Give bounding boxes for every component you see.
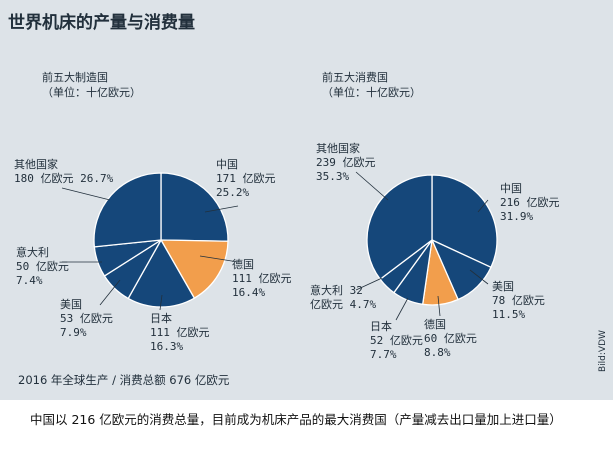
image-credit: Bild:VDW — [598, 330, 608, 372]
production-other-percent: 26.7% — [80, 172, 114, 185]
consumption-slice-0 — [431, 174, 498, 269]
consumption-japan-name: 日本 — [370, 320, 392, 333]
production-usa-name: 美国 — [60, 298, 82, 311]
consumption-china-value: 216 亿欧元 — [500, 196, 560, 209]
leader-line-6 — [355, 171, 389, 201]
consumption-usa-value: 78 亿欧元 — [492, 294, 545, 307]
consumption-usa-percent: 11.5% — [492, 308, 526, 321]
consumption-slice-5 — [366, 174, 433, 281]
leader-line-11 — [355, 277, 383, 291]
production-label-china: 中国 171 亿欧元 25.2% — [216, 158, 276, 200]
leader-line-0 — [61, 187, 111, 201]
consumption-japan-value: 52 亿欧元 — [370, 334, 423, 347]
production-label-japan: 日本 111 亿欧元 16.3% — [150, 312, 210, 354]
leader-line-5 — [159, 294, 163, 311]
figure-title: 世界机床的产量与消费量 — [8, 13, 195, 33]
production-germany-name: 德国 — [232, 258, 254, 271]
consumption-label-italy: 意大利 32 亿欧元 4.7% — [310, 284, 376, 312]
consumption-other-value: 239 亿欧元 — [316, 156, 376, 169]
leader-line-1 — [204, 205, 239, 213]
consumption-italy-value: 32 — [349, 284, 363, 297]
consumption-usa-name: 美国 — [492, 280, 514, 293]
consumption-other-name: 其他国家 — [316, 142, 360, 155]
leader-lines — [61, 171, 489, 321]
consumption-label-germany: 德国 60 亿欧元 8.8% — [424, 318, 477, 360]
production-slice-1 — [159, 239, 229, 300]
leader-line-8 — [469, 269, 489, 285]
consumption-pie — [366, 174, 498, 306]
leader-line-7 — [477, 199, 489, 213]
consumption-label-china: 中国 216 亿欧元 31.9% — [500, 182, 560, 224]
production-china-percent: 25.2% — [216, 186, 250, 199]
pie-charts-svg — [61, 171, 498, 321]
production-other-value: 180 亿欧元 — [14, 172, 74, 185]
production-chart-heading: 前五大制造国 （单位：十亿欧元） — [42, 70, 141, 100]
production-slice-0 — [160, 172, 229, 242]
consumption-china-name: 中国 — [500, 182, 522, 195]
leader-line-9 — [437, 295, 441, 317]
consumption-chart-heading: 前五大消费国 （单位：十亿欧元） — [322, 70, 421, 100]
production-label-other: 其他国家 180 亿欧元 26.7% — [14, 158, 113, 186]
consumption-germany-percent: 8.8% — [424, 346, 451, 359]
production-japan-value: 111 亿欧元 — [150, 326, 210, 339]
production-label-other-name: 其他国家 — [14, 158, 58, 171]
production-italy-percent: 7.4% — [16, 274, 43, 287]
consumption-japan-percent: 7.7% — [370, 348, 397, 361]
leader-line-10 — [395, 297, 409, 321]
consumption-germany-value: 60 亿欧元 — [424, 332, 477, 345]
production-slice-5 — [93, 172, 162, 248]
production-italy-value: 50 亿欧元 — [16, 260, 69, 273]
production-label-other-values: 180 亿欧元 26.7% — [14, 172, 113, 186]
total-footnote: 2016 年全球生产 / 消费总额 676 亿欧元 — [18, 373, 230, 387]
consumption-italy-line1: 意大利 32 — [310, 284, 376, 298]
consumption-label-usa: 美国 78 亿欧元 11.5% — [492, 280, 545, 322]
production-japan-percent: 16.3% — [150, 340, 184, 353]
production-chart-title: 前五大制造国 — [42, 71, 108, 84]
production-pie — [93, 172, 229, 308]
production-label-germany: 德国 111 亿欧元 16.4% — [232, 258, 292, 300]
consumption-label-japan: 日本 52 亿欧元 7.7% — [370, 320, 423, 362]
consumption-italy-line2: 亿欧元 4.7% — [310, 298, 376, 312]
consumption-italy-name: 意大利 — [310, 284, 343, 297]
production-germany-value: 111 亿欧元 — [232, 272, 292, 285]
production-label-usa: 美国 53 亿欧元 7.9% — [60, 298, 113, 340]
production-slice-2 — [127, 238, 196, 308]
production-usa-value: 53 亿欧元 — [60, 312, 113, 325]
consumption-italy-unit: 亿欧元 — [310, 298, 343, 311]
consumption-label-other: 其他国家 239 亿欧元 35.3% — [316, 142, 376, 184]
leader-line-2 — [199, 255, 239, 263]
consumption-china-percent: 31.9% — [500, 210, 534, 223]
production-chart-unit: （单位：十亿欧元） — [42, 86, 141, 99]
image-caption: 中国以 216 亿欧元的消费总量，目前成为机床产品的最大消费国（产量减去出口量加… — [30, 412, 562, 427]
figure-panel: 世界机床的产量与消费量 前五大制造国 （单位：十亿欧元） 前五大消费国 （单位：… — [0, 0, 613, 400]
consumption-germany-name: 德国 — [424, 318, 446, 331]
production-germany-percent: 16.4% — [232, 286, 266, 299]
production-japan-name: 日本 — [150, 312, 172, 325]
leader-line-4 — [99, 279, 121, 306]
production-china-value: 171 亿欧元 — [216, 172, 276, 185]
production-usa-percent: 7.9% — [60, 326, 87, 339]
production-italy-name: 意大利 — [16, 246, 49, 259]
consumption-chart-title: 前五大消费国 — [322, 71, 388, 84]
consumption-other-percent: 35.3% — [316, 170, 350, 183]
production-label-italy: 意大利 50 亿欧元 7.4% — [16, 246, 69, 288]
consumption-italy-percent: 4.7% — [349, 298, 377, 311]
consumption-chart-unit: （单位：十亿欧元） — [322, 86, 421, 99]
production-china-name: 中国 — [216, 158, 238, 171]
